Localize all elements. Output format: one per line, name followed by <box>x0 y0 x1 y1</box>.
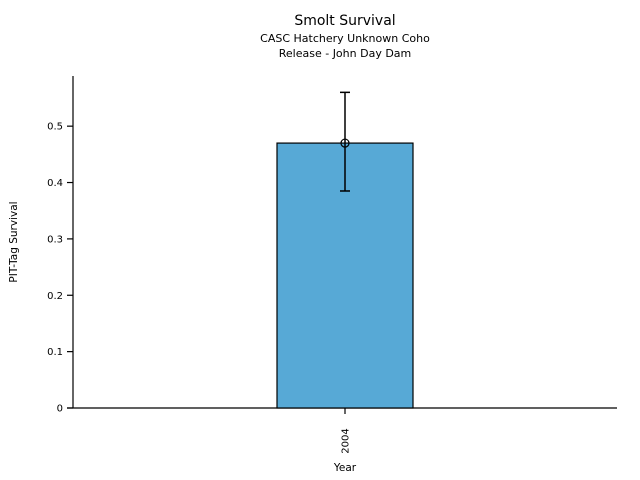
y-tick-label-0.3: 0.3 <box>47 234 63 245</box>
y-tick-label-0.1: 0.1 <box>47 347 63 358</box>
plot-dynamic-layer: 0 0.1 0.2 0.3 0.4 0.5 2004 <box>47 91 414 454</box>
chart-subtitle-line-1: CASC Hatchery Unknown Coho <box>260 32 430 45</box>
x-axis-label: Year <box>333 462 357 474</box>
chart-subtitle-line-2: Release - John Day Dam <box>279 47 412 60</box>
x-tick-label-2004: 2004 <box>341 428 352 453</box>
y-tick-label-0: 0 <box>57 404 63 415</box>
y-tick-label-0.5: 0.5 <box>47 122 63 133</box>
point-marker <box>340 138 350 148</box>
y-axis-label: PIT-Tag Survival <box>8 201 20 282</box>
y-tick-label-0.4: 0.4 <box>47 178 63 189</box>
chart-title: Smolt Survival <box>294 13 395 29</box>
y-tick-label-0.2: 0.2 <box>47 291 63 302</box>
